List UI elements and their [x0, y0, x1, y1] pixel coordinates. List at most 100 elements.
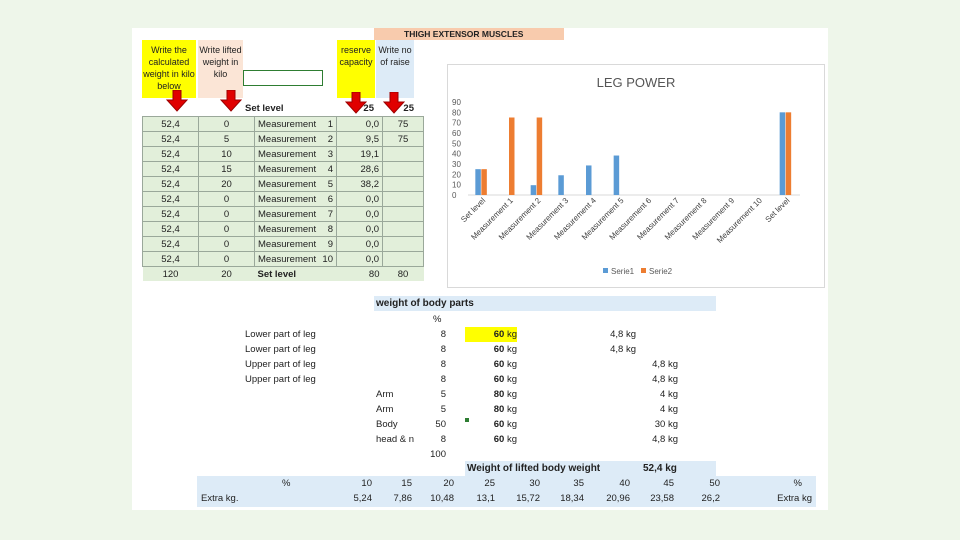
y-tick-label: 70: [452, 119, 461, 128]
calc-weight-cell[interactable]: 52,4: [142, 161, 199, 177]
calc-weight-cell[interactable]: 52,4: [142, 146, 199, 162]
lifted-weight-cell[interactable]: 0: [198, 236, 255, 252]
extra-pct-value: 10: [361, 478, 372, 489]
body-part-weight: 60: [493, 344, 505, 355]
lifted-weight-cell[interactable]: 15: [198, 161, 255, 177]
extra-kg-value: 15,72: [516, 493, 540, 504]
measurement-label-cell: Measurement 1: [254, 116, 337, 132]
lifted-weight-cell[interactable]: 20: [198, 176, 255, 192]
measurement-number: 7: [327, 208, 333, 220]
lifted-weight-cell[interactable]: 5: [198, 131, 255, 147]
body-part-weight: 80: [493, 389, 505, 400]
calc-weight-cell[interactable]: 52,4: [142, 251, 199, 267]
measurement-label-cell: Measurement 6: [254, 191, 337, 207]
body-part-name: head & n: [376, 434, 415, 445]
body-part-weight-cell[interactable]: 60 kg: [465, 342, 517, 357]
instruction-calc-weight: Write the calculated weight in kilo belo…: [142, 40, 196, 98]
table-row: 52,4 0 Measurement 9 0,0: [142, 236, 424, 252]
measurement-label: Measurement: [258, 178, 317, 190]
body-part-weight: 80: [493, 404, 505, 415]
lifted-weight-cell[interactable]: 0: [198, 116, 255, 132]
calc-weight-cell[interactable]: 52,4: [142, 236, 199, 252]
raise-cell[interactable]: 75: [382, 131, 424, 147]
calc-weight-cell[interactable]: 52,4: [142, 191, 199, 207]
calc-weight-cell[interactable]: 52,4: [142, 131, 199, 147]
body-part-weight: 60: [493, 374, 505, 385]
raise-cell[interactable]: 75: [382, 116, 424, 132]
measurement-label: Measurement: [258, 148, 317, 160]
measurement-label-cell: Measurement 10: [254, 251, 337, 267]
reserve-cell: 0,0: [336, 251, 383, 267]
x-category-label: Set level: [459, 196, 487, 224]
body-part-weight-cell[interactable]: 80 kg: [465, 387, 517, 402]
extra-kg-value: 5,24: [353, 493, 373, 504]
body-part-weight-cell[interactable]: 80 kg: [465, 402, 517, 417]
lifted-weight-cell[interactable]: 0: [198, 191, 255, 207]
sheet-title: THIGH EXTENSOR MUSCLES: [374, 28, 564, 40]
measurement-label: Measurement: [258, 193, 317, 205]
body-part-weight-cell[interactable]: 60 kg: [465, 417, 517, 432]
body-part-weight-cell[interactable]: 60 kg: [465, 372, 517, 387]
footer-label: Set level: [257, 268, 297, 280]
table-row: 52,4 15 Measurement 4 28,6: [142, 161, 424, 177]
body-part-kg: 4,8 kg: [652, 374, 678, 385]
body-part-weight-cell[interactable]: 60 kg: [465, 327, 517, 342]
body-part-kg: 4,8 kg: [652, 434, 678, 445]
raise-cell[interactable]: [382, 161, 424, 177]
lifted-weight-cell[interactable]: 0: [198, 206, 255, 222]
measurement-label-cell: Measurement 3: [254, 146, 337, 162]
body-part-weight-cell[interactable]: 60 kg: [465, 432, 517, 447]
footer-raise: 80: [397, 268, 409, 280]
measurement-label-cell: Measurement 4: [254, 161, 337, 177]
body-part-name: Lower part of leg: [245, 344, 316, 355]
y-tick-label: 80: [452, 108, 461, 117]
extra-kg-value: 7,86: [393, 493, 413, 504]
body-parts-total-pct: 100: [430, 449, 446, 460]
reserve-cell: 0,0: [336, 191, 383, 207]
bar-2: [509, 117, 515, 195]
calc-weight-cell[interactable]: 52,4: [142, 176, 199, 192]
body-part-name: Arm: [376, 389, 394, 400]
raise-cell[interactable]: [382, 221, 424, 237]
bar-1: [558, 175, 564, 195]
extra-kg-value: 23,58: [650, 493, 674, 504]
arrow-down-icon: [383, 92, 405, 114]
instruction-raise: Write no of raise: [376, 40, 414, 98]
lifted-weight-cell[interactable]: 10: [198, 146, 255, 162]
bar-1: [613, 155, 620, 195]
raise-cell[interactable]: [382, 176, 424, 192]
body-parts-header: weight of body parts: [374, 296, 716, 311]
raise-cell[interactable]: [382, 206, 424, 222]
body-part-weight-cell[interactable]: 60 kg: [465, 357, 517, 372]
table-row: 52,4 0 Measurement 10 0,0: [142, 251, 424, 267]
x-category-label: Set level: [764, 196, 792, 224]
lifted-weight-cell[interactable]: 0: [198, 221, 255, 237]
instruction-reserve: reserve capacity: [337, 40, 375, 98]
table-row: 52,4 20 Measurement 5 38,2: [142, 176, 424, 192]
lifted-weight-cell[interactable]: 0: [198, 251, 255, 267]
y-tick-label: 30: [452, 160, 461, 169]
raise-cell[interactable]: [382, 146, 424, 162]
measurement-label: Measurement: [258, 208, 317, 220]
body-part-name: Lower part of leg: [245, 329, 316, 340]
measurement-label-cell: Measurement 8: [254, 221, 337, 237]
raise-cell[interactable]: [382, 236, 424, 252]
measurement-label: Measurement: [258, 163, 317, 175]
footer-calc: 120: [162, 268, 179, 280]
calc-weight-cell[interactable]: 52,4: [142, 221, 199, 237]
footer-reserve: 80: [368, 268, 380, 280]
y-tick-label: 60: [452, 129, 461, 138]
measurement-label: Measurement: [258, 118, 317, 130]
calc-weight-cell[interactable]: 52,4: [142, 116, 199, 132]
raise-cell[interactable]: [382, 191, 424, 207]
selected-input-cell[interactable]: [243, 70, 323, 86]
legend-entry: Serie1: [611, 267, 635, 276]
extra-kg-value: 20,96: [606, 493, 630, 504]
body-part-name: Upper part of leg: [245, 374, 316, 385]
measurement-label: Measurement: [258, 238, 317, 250]
raise-cell[interactable]: [382, 251, 424, 267]
calc-weight-cell[interactable]: 52,4: [142, 206, 199, 222]
body-part-pct: 8: [440, 434, 446, 445]
extra-kg-value: 13,1: [476, 493, 496, 504]
body-part-unit: kg: [506, 389, 517, 400]
